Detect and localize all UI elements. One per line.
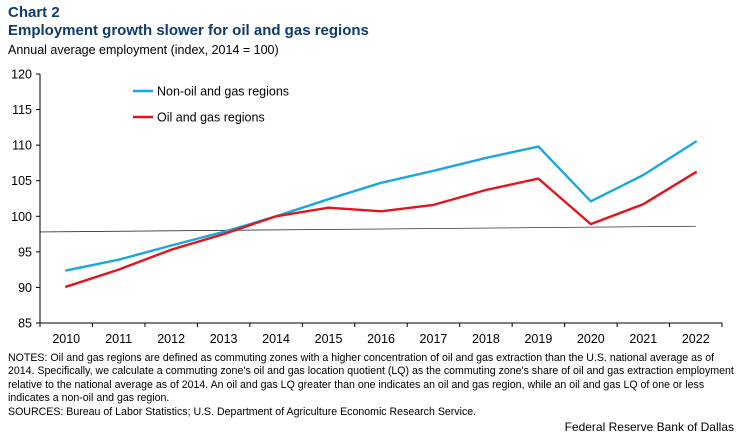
chart-axes: 85 90 95 100 105 110 115 120 2010 2011 2012 2013 201… [11,68,723,346]
x-tick-label: 2011 [105,332,132,346]
y-tick-label: 90 [18,281,32,295]
x-tick-label: 2019 [524,332,552,346]
legend-label: Oil and gas regions [157,111,265,125]
x-tick-label: 2016 [367,332,395,346]
line-chart: 85 90 95 100 105 110 115 120 2010 2011 2012 2013 201… [11,68,723,346]
y-tick-label: 105 [11,174,32,188]
y-tick-label: 120 [11,68,32,82]
series-line-oil-gas [64,170,697,288]
y-tick-label: 110 [12,139,32,153]
notes-text: NOTES: Oil and gas regions are defined a… [8,352,734,405]
x-tick-label: 2020 [577,332,605,346]
x-tick-label: 2012 [157,332,185,346]
legend-label: Non-oil and gas regions [157,85,289,99]
series-lines [64,140,697,288]
x-tick-label: 2021 [629,332,657,346]
x-tick-label: 2018 [472,332,500,346]
x-tick-label: 2010 [52,332,80,346]
legend: Non-oil and gas regions Oil and gas regio… [133,85,289,125]
series-line-non-oil-gas [64,140,697,272]
x-tick-label: 2014 [262,332,290,346]
y-tick-label: 85 [18,317,32,331]
x-tick-label: 2017 [420,332,448,346]
chart-number: Chart 2 [8,4,60,21]
y-tick-label: 100 [11,210,32,224]
x-tick-label: 2022 [682,332,710,346]
trend-line-group [39,225,696,233]
y-tick-label: 115 [12,103,32,117]
chart-title: Employment growth slower for oil and gas… [8,22,369,39]
chart-subtitle: Annual average employment (index, 2014 =… [8,43,279,57]
sources-text: SOURCES: Bureau of Labor Statistics; U.S… [8,405,477,418]
notes-block: NOTES: Oil and gas regions are defined a… [8,352,736,419]
trend-line [39,225,696,233]
x-tick-label: 2013 [210,332,238,346]
x-tick-label: 2015 [315,332,343,346]
y-tick-label: 95 [18,245,32,259]
credit-text: Federal Reserve Bank of Dallas [564,420,734,434]
